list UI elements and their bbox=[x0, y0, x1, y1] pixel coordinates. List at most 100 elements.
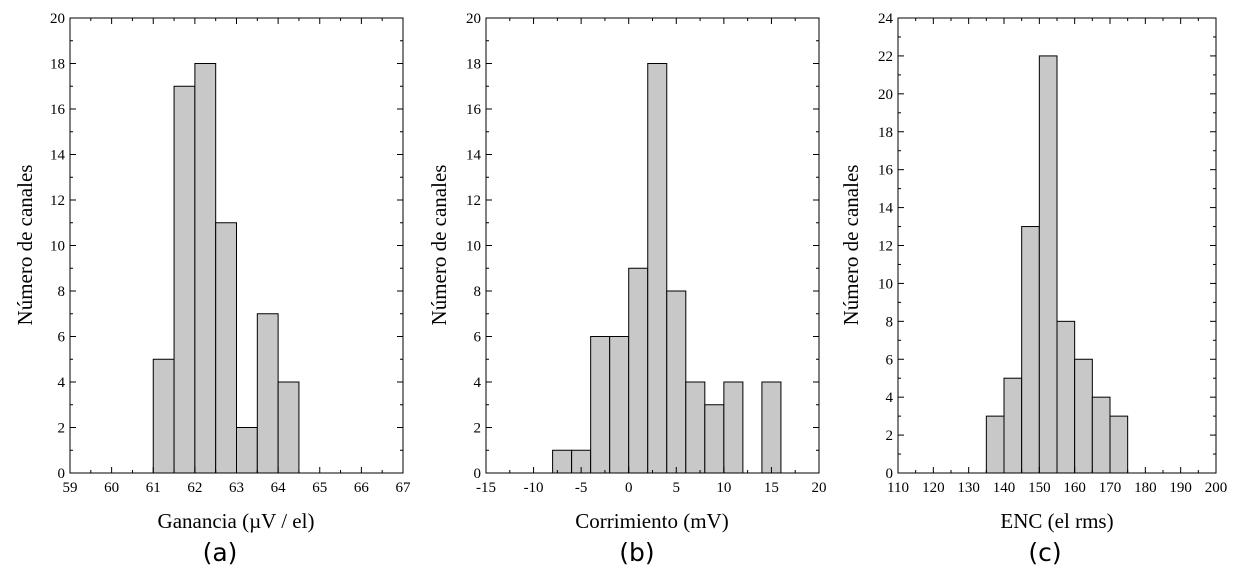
x-tick-label-c-0: 110 bbox=[887, 480, 909, 496]
y-tick-labels-b: 0 2 4 6 8 10 12 14 16 18 20 bbox=[466, 11, 482, 482]
ticks-b bbox=[485, 17, 820, 474]
y-axis-title-c: Número de canales bbox=[839, 165, 863, 326]
y-tick-label-c-4: 8 bbox=[886, 314, 894, 330]
y-tick-label-b-5: 10 bbox=[466, 239, 481, 255]
bar-c-1 bbox=[1003, 377, 1023, 474]
y-axis-title-a: Número de canales bbox=[13, 165, 37, 326]
y-tick-label-a-6: 12 bbox=[50, 193, 65, 209]
panel-label-c: (c) bbox=[1028, 538, 1061, 567]
panel-label-b: (b) bbox=[619, 538, 654, 567]
x-tick-label-c-3: 140 bbox=[993, 480, 1016, 496]
bar-b-11 bbox=[761, 381, 782, 474]
y-tick-label-b-10: 20 bbox=[466, 11, 481, 27]
bar-c-7 bbox=[1109, 415, 1129, 474]
y-tick-label-a-2: 4 bbox=[58, 375, 66, 391]
y-tick-label-c-1: 2 bbox=[886, 428, 894, 444]
x-tick-label-b-7: 20 bbox=[812, 480, 827, 496]
bar-b-7 bbox=[685, 381, 706, 474]
x-tick-labels-a: 59 60 61 62 63 64 65 66 67 bbox=[63, 480, 412, 496]
bars-c bbox=[985, 55, 1129, 474]
y-tick-label-a-8: 16 bbox=[50, 102, 66, 118]
x-axis-title-a: Ganancia (µV / el) bbox=[158, 509, 315, 533]
y-tick-label-c-2: 4 bbox=[886, 390, 894, 406]
bar-a-4 bbox=[236, 427, 258, 474]
x-tick-label-b-1: -10 bbox=[524, 480, 544, 496]
bar-b-4 bbox=[628, 267, 649, 474]
x-tick-label-c-9: 200 bbox=[1205, 480, 1228, 496]
bar-b-3 bbox=[609, 336, 630, 474]
x-tick-label-c-1: 120 bbox=[922, 480, 945, 496]
panel-c: 110 120 130 140 150 160 170 180 190 200 024681012… bbox=[839, 11, 1227, 567]
panel-a: 59 60 61 62 63 64 65 66 67 0 2 4 6 8 10 12 14 16 18 20 Gan… bbox=[13, 11, 411, 567]
y-tick-label-c-12: 24 bbox=[878, 11, 894, 27]
x-tick-label-a-0: 59 bbox=[63, 480, 78, 496]
y-tick-label-c-7: 14 bbox=[878, 201, 894, 217]
y-tick-label-c-6: 12 bbox=[878, 239, 893, 255]
x-tick-label-a-6: 65 bbox=[312, 480, 327, 496]
bar-b-6 bbox=[666, 290, 687, 474]
x-tick-label-c-2: 130 bbox=[957, 480, 980, 496]
bar-c-5 bbox=[1074, 358, 1093, 474]
ticks-c bbox=[897, 17, 1217, 474]
x-tick-label-b-3: 0 bbox=[625, 480, 633, 496]
y-tick-label-b-8: 16 bbox=[466, 102, 482, 118]
x-tick-label-a-4: 63 bbox=[229, 480, 244, 496]
y-tick-label-c-0: 0 bbox=[886, 466, 894, 482]
y-tick-label-a-7: 14 bbox=[50, 148, 66, 164]
bar-c-3 bbox=[1038, 55, 1058, 474]
y-axis-title-b: Número de canales bbox=[427, 165, 451, 326]
y-tick-label-a-10: 20 bbox=[50, 11, 65, 27]
bar-a-1 bbox=[173, 85, 196, 474]
y-tick-label-c-5: 10 bbox=[878, 276, 893, 292]
y-tick-label-c-11: 22 bbox=[878, 49, 893, 65]
x-axis-title-c: ENC (el rms) bbox=[1000, 509, 1113, 533]
y-tick-label-a-3: 6 bbox=[58, 330, 66, 346]
y-tick-label-b-4: 8 bbox=[474, 284, 482, 300]
x-tick-label-b-4: 5 bbox=[673, 480, 681, 496]
x-tick-label-b-5: 10 bbox=[716, 480, 731, 496]
bars-b bbox=[552, 63, 782, 474]
x-tick-label-b-6: 15 bbox=[764, 480, 779, 496]
bar-c-0 bbox=[985, 415, 1005, 474]
bar-c-2 bbox=[1021, 226, 1040, 474]
panel-b: -15 -10 -5 0 5 10 15 20 0 2 4 6 8 10 12 14 16 18 20 Corri… bbox=[427, 11, 827, 567]
x-tick-label-a-1: 60 bbox=[104, 480, 119, 496]
x-tick-label-a-7: 66 bbox=[354, 480, 370, 496]
x-tick-label-a-8: 67 bbox=[396, 480, 412, 496]
bar-b-2 bbox=[590, 336, 611, 474]
y-tick-label-b-2: 4 bbox=[474, 375, 482, 391]
x-axis-title-b: Corrimiento (mV) bbox=[575, 509, 728, 533]
x-tick-label-a-2: 61 bbox=[146, 480, 161, 496]
panel-label-a: (a) bbox=[203, 538, 238, 567]
x-tick-label-c-7: 180 bbox=[1134, 480, 1157, 496]
ticks-a bbox=[69, 17, 404, 474]
y-tick-label-b-6: 12 bbox=[466, 193, 481, 209]
x-tick-label-c-6: 170 bbox=[1099, 480, 1122, 496]
y-tick-label-c-10: 20 bbox=[878, 87, 893, 103]
y-tick-label-a-5: 10 bbox=[50, 239, 65, 255]
x-tick-label-c-5: 160 bbox=[1063, 480, 1086, 496]
x-tick-label-a-3: 62 bbox=[187, 480, 202, 496]
bar-b-5 bbox=[647, 63, 668, 474]
bar-a-2 bbox=[194, 63, 217, 474]
x-tick-labels-b: -15 -10 -5 0 5 10 15 20 bbox=[476, 480, 827, 496]
y-tick-label-b-9: 18 bbox=[466, 57, 481, 73]
x-tick-labels-c: 110 120 130 140 150 160 170 180 190 200 bbox=[887, 480, 1227, 496]
x-tick-label-c-8: 190 bbox=[1169, 480, 1192, 496]
y-tick-labels-a: 0 2 4 6 8 10 12 14 16 18 20 bbox=[50, 11, 66, 482]
y-tick-label-b-0: 0 bbox=[474, 466, 482, 482]
y-tick-label-c-8: 16 bbox=[878, 163, 894, 179]
x-tick-label-c-4: 150 bbox=[1028, 480, 1051, 496]
bar-a-3 bbox=[215, 222, 237, 474]
y-tick-label-a-9: 18 bbox=[50, 57, 65, 73]
bar-b-0 bbox=[552, 449, 573, 474]
x-tick-label-b-2: -5 bbox=[575, 480, 588, 496]
bar-a-0 bbox=[152, 358, 175, 474]
bar-b-9 bbox=[723, 381, 744, 474]
bar-b-8 bbox=[704, 404, 725, 474]
bar-c-4 bbox=[1056, 320, 1076, 474]
x-tick-label-a-5: 64 bbox=[271, 480, 287, 496]
x-tick-label-b-0: -15 bbox=[476, 480, 496, 496]
